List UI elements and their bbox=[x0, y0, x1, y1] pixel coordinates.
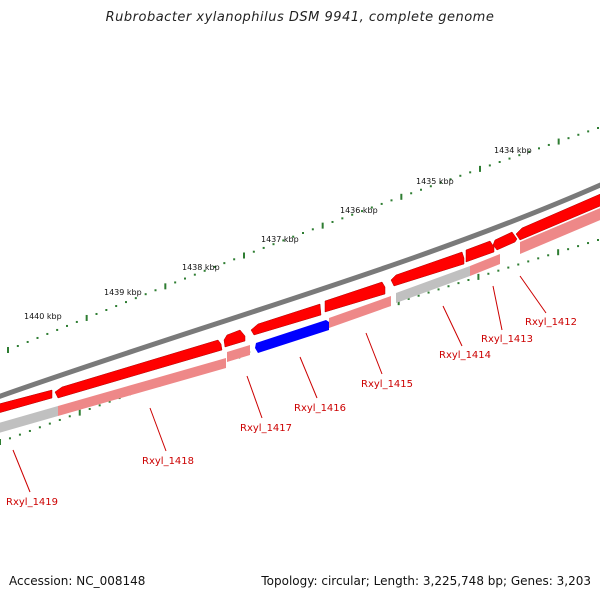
gene-arrow-forward[interactable] bbox=[54, 339, 223, 399]
kbp-label: 1435 kbp bbox=[416, 177, 454, 186]
genome-title: Rubrobacter xylanophilus DSM 9941, compl… bbox=[105, 10, 495, 25]
gene-arrow-forward[interactable] bbox=[492, 231, 518, 251]
accession-text: Accession: NC_008148 bbox=[9, 574, 146, 588]
gene-arrow-forward[interactable] bbox=[223, 329, 246, 348]
gene-block-light[interactable] bbox=[329, 296, 391, 328]
gene-label[interactable]: Rxyl_1416 bbox=[294, 403, 346, 414]
gene-arrow-forward[interactable] bbox=[465, 240, 495, 263]
topology-text: Topology: circular; Length: 3,225,748 bp… bbox=[261, 574, 591, 588]
kbp-label: 1437 kbp bbox=[261, 235, 299, 244]
gene-label[interactable]: Rxyl_1419 bbox=[6, 497, 58, 508]
gene-label[interactable]: Rxyl_1412 bbox=[525, 317, 577, 328]
genome-backbone bbox=[0, 182, 600, 399]
gene-arrow-forward[interactable] bbox=[324, 281, 386, 313]
gene-arrow-forward[interactable] bbox=[0, 389, 53, 414]
gene-block-light[interactable] bbox=[520, 206, 600, 254]
gene-leader-lines bbox=[12, 275, 547, 493]
gene-block-highlight[interactable] bbox=[255, 320, 329, 353]
kbp-label: 1436 kbp bbox=[340, 206, 378, 215]
kbp-label: 1434 kbp bbox=[494, 146, 532, 155]
kbp-label: 1438 kbp bbox=[182, 263, 220, 272]
gene-label[interactable]: Rxyl_1414 bbox=[439, 350, 491, 361]
reverse-strand bbox=[0, 206, 600, 434]
scale-ticks-upper bbox=[7, 127, 599, 353]
gene-block-light[interactable] bbox=[58, 358, 226, 416]
kbp-label: 1439 kbp bbox=[104, 288, 142, 297]
gene-label[interactable]: Rxyl_1413 bbox=[481, 334, 533, 345]
gene-label[interactable]: Rxyl_1415 bbox=[361, 379, 413, 390]
kbp-label: 1440 kbp bbox=[24, 312, 62, 321]
gene-label[interactable]: Rxyl_1418 bbox=[142, 456, 194, 467]
gene-arrow-forward[interactable] bbox=[390, 251, 465, 287]
gene-block-light[interactable] bbox=[227, 345, 250, 362]
gene-arrow-forward[interactable] bbox=[250, 303, 322, 336]
gene-block-gray[interactable] bbox=[396, 266, 470, 303]
gene-block-gray[interactable] bbox=[0, 406, 58, 434]
forward-strand bbox=[0, 192, 600, 414]
gene-arrow-forward[interactable] bbox=[515, 192, 600, 241]
gene-label[interactable]: Rxyl_1417 bbox=[240, 423, 292, 434]
gene-block-light[interactable] bbox=[470, 254, 500, 276]
